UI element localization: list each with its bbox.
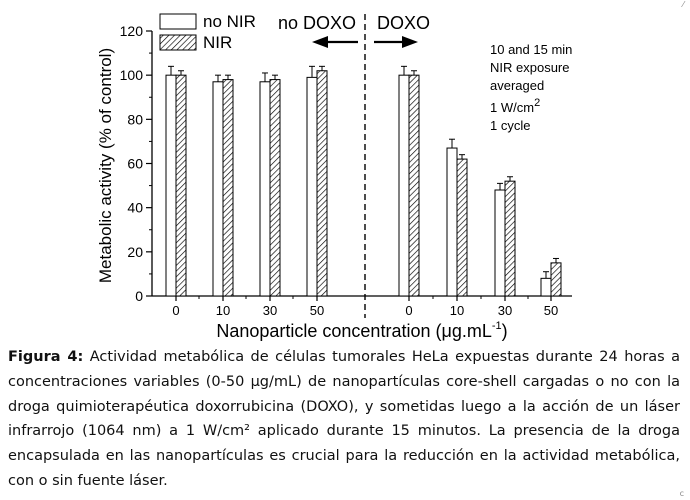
bar-nir <box>550 262 562 297</box>
caption-text: Actividad metabólica de células tumorale… <box>8 349 681 489</box>
x-axis-label-sup: -1 <box>492 320 502 332</box>
x-axis-label-end: ) <box>502 321 508 341</box>
y-tick-label: 120 <box>120 23 144 39</box>
y-tick-label: 20 <box>127 244 143 260</box>
x-tick-label: 0 <box>405 303 412 318</box>
x-tick-label: 50 <box>544 303 558 318</box>
legend-swatch-no-nir <box>159 13 197 30</box>
bar-no-nir <box>540 277 552 297</box>
figure-caption: Figura 4: Actividad metabólica de célula… <box>8 345 680 494</box>
y-tick-label: 60 <box>127 156 143 172</box>
bar-no-nir <box>259 81 271 297</box>
bar-no-nir <box>306 76 318 297</box>
x-tick-label: 0 <box>172 303 179 318</box>
bar-no-nir <box>212 81 224 297</box>
x-axis-label: Nanoparticle concentration (μg.mL-1) <box>216 320 507 341</box>
caption-label: Figura 4: <box>8 349 84 365</box>
annotation-line-3: averaged <box>490 78 544 93</box>
bar-nir <box>175 74 187 297</box>
edge-mark-top: ⁄ <box>682 0 684 9</box>
annotation-line-1: 10 and 15 min <box>490 42 572 57</box>
group-label-no-doxo: no DOXO <box>278 13 356 33</box>
bar-nir <box>222 79 234 297</box>
arrow-right-head <box>402 36 418 48</box>
group-label-doxo: DOXO <box>377 13 430 33</box>
bar-no-nir <box>398 74 410 297</box>
legend-swatch-nir <box>159 34 197 51</box>
x-tick-label: 30 <box>263 303 277 318</box>
x-tick-label: 30 <box>498 303 512 318</box>
x-tick-label: 10 <box>216 303 230 318</box>
legend-label-no-nir: no NIR <box>203 12 256 31</box>
annotation-line-5: 1 cycle <box>490 118 530 133</box>
bar-nir <box>316 70 328 297</box>
y-tick-label: 80 <box>127 111 143 127</box>
x-tick-label: 10 <box>450 303 464 318</box>
y-tick-label: 0 <box>135 288 143 304</box>
bar-nir <box>456 158 468 297</box>
y-tick-label: 100 <box>120 67 144 83</box>
bar-no-nir <box>165 74 177 297</box>
annotation-line-4: 1 W/cm2 <box>490 97 540 115</box>
bar-no-nir <box>494 189 506 297</box>
bar-nir <box>408 74 420 297</box>
arrow-left-head <box>312 36 328 48</box>
bar-nir <box>269 79 281 297</box>
y-axis-label: Metabolic activity (% of control) <box>96 48 115 283</box>
x-tick-label: 50 <box>310 303 324 318</box>
annotation-sup: 2 <box>534 97 540 109</box>
y-tick-label: 40 <box>127 200 143 216</box>
legend-label-nir: NIR <box>203 33 232 52</box>
annotation-line-2: NIR exposure <box>490 60 569 75</box>
edge-mark-bottom: c <box>679 489 684 498</box>
bar-no-nir <box>446 147 458 297</box>
bar-nir <box>504 180 516 297</box>
